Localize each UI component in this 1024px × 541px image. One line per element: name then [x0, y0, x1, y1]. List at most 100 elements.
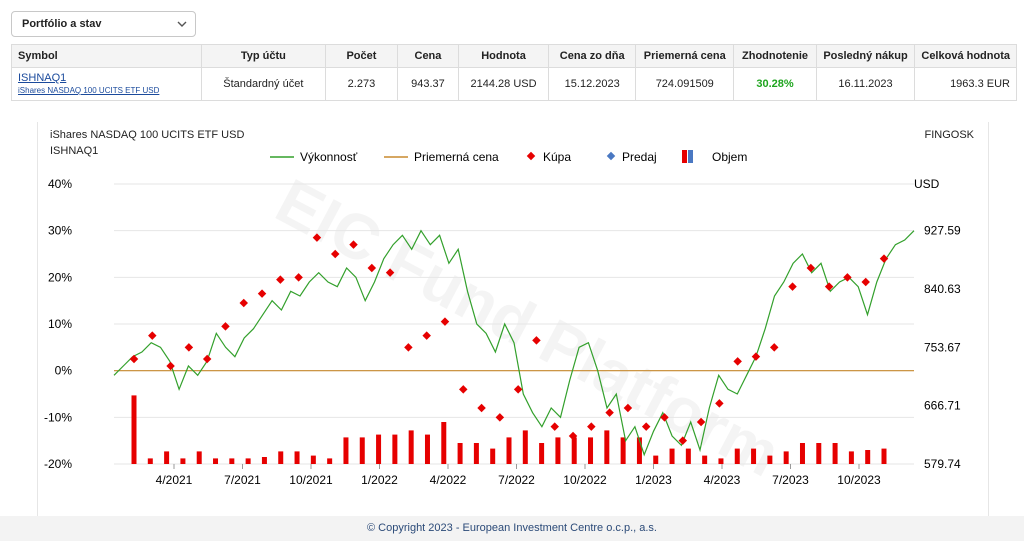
right-tick-label: 840.63 [924, 282, 961, 296]
portfolio-view-select[interactable]: Portfólio a stav [11, 11, 196, 37]
x-axis: 4/2021 7/2021 10/2021 1/2022 4/2022 7/2022 10/… [156, 464, 881, 487]
volume-bar [261, 457, 267, 464]
volume-bar [522, 430, 528, 464]
volume-bar [751, 448, 757, 464]
right-tick-label: 666.71 [924, 399, 961, 413]
col-header-count[interactable]: Počet [324, 44, 399, 68]
legend-item-sell[interactable]: Predaj [606, 150, 657, 164]
buy-marker [276, 275, 285, 284]
volume-bar [588, 437, 594, 464]
cell-value: 2144.28 USD [457, 67, 550, 101]
volume-bar [669, 448, 675, 464]
cell-account-type: Štandardný účet [200, 67, 326, 101]
buy-marker [696, 417, 706, 427]
volume-bar [620, 437, 626, 464]
volume-bar [571, 437, 577, 464]
legend-item-performance[interactable]: Výkonnosť [270, 150, 358, 164]
col-header-symbol[interactable]: Symbol [11, 44, 202, 68]
x-tick-label: 10/2022 [563, 473, 607, 487]
volume-bar [294, 451, 300, 464]
legend-item-avg-price[interactable]: Priemerná cena [384, 150, 499, 164]
chart-title: iShares NASDAQ 100 UCITS ETF USD [50, 129, 244, 141]
volume-bar [490, 448, 496, 464]
cell-count: 2.273 [324, 67, 399, 101]
x-tick-label: 7/2023 [772, 473, 809, 487]
legend-label: Kúpa [543, 150, 571, 164]
buy-marker [843, 273, 852, 282]
left-axis: 40% 30% 20% 10% 0% -10% -20% [44, 177, 72, 471]
buy-marker [788, 282, 797, 291]
right-tick-label: 579.74 [924, 457, 961, 471]
buy-marker [367, 263, 377, 273]
volume-bar [816, 443, 822, 464]
col-header-value[interactable]: Hodnota [457, 44, 550, 68]
cell-avg-price: 724.091509 [635, 67, 735, 101]
col-header-price[interactable]: Cena [397, 44, 459, 68]
volume-bar [767, 455, 773, 464]
volume-bar [424, 434, 430, 464]
buy-marker [257, 289, 267, 298]
volume-bar [799, 443, 805, 464]
volume-bar [685, 448, 691, 464]
col-header-price-date[interactable]: Cena zo dňa [548, 44, 637, 68]
symbol-link[interactable]: ISHNAQ1 [18, 72, 67, 84]
footer: © Copyright 2023 - European Investment C… [0, 516, 1024, 541]
legend-label: Priemerná cena [414, 150, 499, 164]
buy-marker [587, 422, 596, 431]
volume-bar [278, 451, 284, 464]
buy-markers [129, 233, 889, 445]
right-tick-label: 753.67 [924, 340, 961, 354]
volume-bar [555, 437, 561, 464]
legend-label: Predaj [622, 150, 657, 164]
x-tick-label: 1/2022 [361, 473, 398, 487]
buy-marker [239, 298, 248, 308]
volume-bars [131, 395, 887, 464]
fund-name-link[interactable]: iShares NASDAQ 100 UCITS ETF USD [18, 86, 160, 95]
legend-label: Výkonnosť [300, 150, 358, 164]
col-header-total-value[interactable]: Celková hodnota [914, 44, 1017, 68]
volume-bar [604, 430, 610, 464]
col-header-gain[interactable]: Zhodnotenie [733, 44, 817, 68]
volume-bar [473, 443, 479, 464]
buy-marker [184, 343, 194, 352]
volume-bar [376, 434, 382, 464]
legend-item-buy[interactable]: Kúpa [526, 150, 572, 164]
cell-price-date: 15.12.2023 [548, 67, 637, 101]
volume-bar [832, 443, 838, 464]
x-tick-label: 1/2023 [635, 473, 672, 487]
y-tick-label: 20% [48, 270, 72, 284]
col-header-last-purchase[interactable]: Posledný nákup [815, 44, 916, 68]
chart-source: FINGOSK [924, 129, 974, 141]
volume-bar [848, 451, 854, 464]
performance-chart: EIC Fund Platform iShares NASDAQ 100 UCI… [44, 129, 975, 490]
buy-marker [221, 322, 230, 331]
volume-bar [506, 437, 512, 464]
page: Portfólio a stav Symbol Typ účtu Počet C… [0, 0, 1024, 516]
col-header-avg-price[interactable]: Priemerná cena [635, 44, 735, 68]
volume-bar [457, 443, 463, 464]
buy-marker [385, 268, 395, 277]
buy-marker [166, 361, 175, 371]
chart-subtitle: ISHNAQ1 [50, 145, 98, 157]
buy-marker [751, 352, 761, 361]
buy-marker [715, 399, 724, 408]
chevron-down-icon [177, 21, 187, 27]
volume-bar [734, 448, 740, 464]
volume-bar [245, 458, 251, 464]
legend-item-volume[interactable]: Objem [682, 150, 747, 164]
right-tick-label: 927.59 [924, 224, 961, 238]
chart-legend: Výkonnosť Priemerná cena Kúpa Predaj [270, 150, 747, 164]
buy-marker [129, 354, 139, 364]
volume-bar [539, 443, 545, 464]
buy-marker [733, 357, 742, 366]
volume-bar [310, 455, 316, 464]
buy-marker [495, 413, 505, 422]
buy-marker [641, 422, 651, 431]
buy-marker [623, 403, 633, 413]
y-tick-label: 30% [48, 224, 72, 238]
y-tick-label: -10% [44, 410, 72, 424]
col-header-account-type[interactable]: Typ účtu [200, 44, 326, 68]
cell-gain: 30.28% [733, 67, 817, 101]
cell-price: 943.37 [397, 67, 459, 101]
buy-marker [330, 249, 340, 259]
